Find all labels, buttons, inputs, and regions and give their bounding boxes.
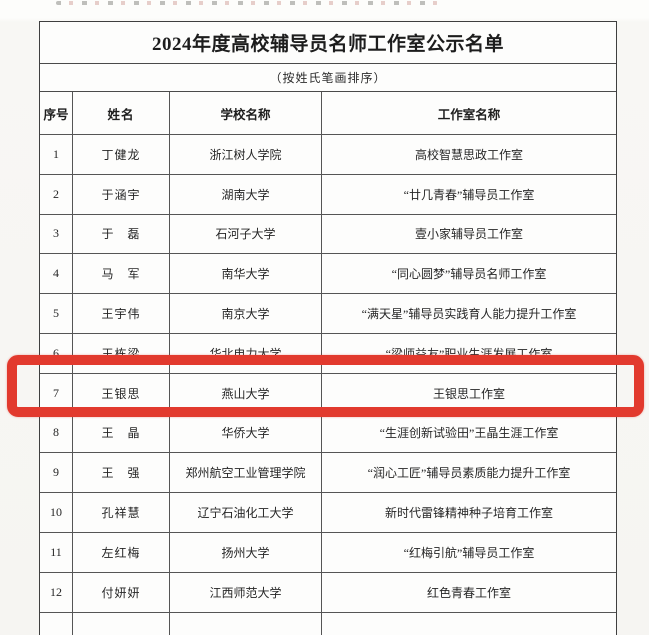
cell-school: 扬州大学 xyxy=(170,532,322,572)
cell-school: 辽宁石油化工大学 xyxy=(170,493,322,532)
table-row: 13 付秋静 云南大学 思向云端——云南大学辅导员网络思政工作室 xyxy=(40,612,616,635)
cell-studio: 壹小家辅导员工作室 xyxy=(414,227,523,242)
cell-studio: “润心工匠”辅导员素质能力提升工作室 xyxy=(367,466,571,481)
cell-name: 于涵宇 xyxy=(73,174,170,214)
cell-name: 孔祥慧 xyxy=(73,493,170,532)
table-row: 12 付妍妍 江西师范大学 红色青春工作室 xyxy=(40,572,616,613)
cell-school: 石河子大学 xyxy=(170,214,322,254)
table-row: 5 王宇伟 南京大学 “满天星”辅导员实践育人能力提升工作室 xyxy=(40,294,616,334)
cell-no: 12 xyxy=(40,572,73,612)
cell-no: 6 xyxy=(40,333,73,373)
table-row: 9 王 强 郑州航空工业管理学院 “润心工匠”辅导员素质能力提升工作室 xyxy=(40,453,616,494)
cell-no: 5 xyxy=(40,294,73,333)
cell-name: 王 强 xyxy=(73,453,170,493)
cell-no: 11 xyxy=(40,532,73,572)
page-subtitle: （按姓氏笔画排序） xyxy=(40,64,616,92)
table-row: 11 左红梅 扬州大学 “红梅引航”辅导员工作室 xyxy=(40,532,616,573)
table-row: 3 于 磊 石河子大学 壹小家辅导员工作室 xyxy=(40,214,616,255)
announcement-table: 2024年度高校辅导员名师工作室公示名单 （按姓氏笔画排序） 序号 姓名 学校名… xyxy=(39,21,617,635)
cell-name: 付秋静 xyxy=(73,612,170,635)
cell-studio: “同心圆梦”辅导员名师工作室 xyxy=(391,267,547,282)
cell-studio: 高校智慧思政工作室 xyxy=(414,147,523,162)
table-row: 2 于涵宇 湖南大学 “廿几青春”辅导员工作室 xyxy=(40,174,616,215)
cell-school: 云南大学 xyxy=(170,612,322,635)
cell-studio: “红梅引航”辅导员工作室 xyxy=(403,545,535,560)
cell-no: 7 xyxy=(40,373,73,413)
cell-name: 王银思 xyxy=(73,373,170,413)
cell-school: 华北电力大学 xyxy=(170,333,322,373)
cell-no: 3 xyxy=(40,214,73,254)
cell-studio: “梁师益友”职业生涯发展工作室 xyxy=(385,346,553,361)
cell-name: 王宇伟 xyxy=(73,294,170,333)
cell-studio: “廿几青春”辅导员工作室 xyxy=(403,187,535,202)
cell-studio: 新时代雷锋精神种子培育工作室 xyxy=(384,506,553,521)
table-row-highlighted: 7 王银思 燕山大学 王银思工作室 xyxy=(40,373,616,414)
cell-studio: “生涯创新试验田”王晶生涯工作室 xyxy=(379,426,559,441)
header-name: 姓名 xyxy=(73,92,170,134)
header-no: 序号 xyxy=(40,92,73,134)
table-row: 1 丁健龙 浙江树人学院 高校智慧思政工作室 xyxy=(40,135,616,175)
cell-school: 燕山大学 xyxy=(170,373,322,413)
cell-no: 4 xyxy=(40,254,73,294)
table-row: 4 马 军 南华大学 “同心圆梦”辅导员名师工作室 xyxy=(40,254,616,295)
cell-school: 华侨大学 xyxy=(170,413,322,453)
cropped-top-text-remnant xyxy=(56,1,438,5)
cell-name: 丁健龙 xyxy=(73,135,170,174)
cell-no: 8 xyxy=(40,413,73,453)
cell-school: 南京大学 xyxy=(170,294,322,333)
cell-no: 1 xyxy=(40,135,73,174)
header-studio: 工作室名称 xyxy=(437,107,501,122)
cell-name: 于 磊 xyxy=(73,214,170,254)
cell-name: 王栋梁 xyxy=(73,333,170,373)
cell-school: 郑州航空工业管理学院 xyxy=(170,453,322,493)
cell-school: 南华大学 xyxy=(170,254,322,294)
cell-studio: “满天星”辅导员实践育人能力提升工作室 xyxy=(361,307,577,322)
table-row: 6 王栋梁 华北电力大学 “梁师益友”职业生涯发展工作室 xyxy=(40,333,616,374)
cell-name: 左红梅 xyxy=(73,532,170,572)
page-title: 2024年度高校辅导员名师工作室公示名单 xyxy=(40,22,616,64)
table-row: 8 王 晶 华侨大学 “生涯创新试验田”王晶生涯工作室 xyxy=(40,413,616,454)
table-row: 10 孔祥慧 辽宁石油化工大学 新时代雷锋精神种子培育工作室 xyxy=(40,493,616,533)
cell-name: 王 晶 xyxy=(73,413,170,453)
cell-no: 2 xyxy=(40,174,73,214)
cell-no: 9 xyxy=(40,453,73,493)
cell-school: 湖南大学 xyxy=(170,174,322,214)
cell-name: 付妍妍 xyxy=(73,572,170,612)
cell-no: 13 xyxy=(40,612,73,635)
cell-school: 江西师范大学 xyxy=(170,572,322,612)
header-school: 学校名称 xyxy=(170,92,322,134)
cell-school: 浙江树人学院 xyxy=(170,135,322,174)
cell-studio: 王银思工作室 xyxy=(432,386,505,401)
cell-studio: 思向云端——云南大学辅导员网络思政工作室 xyxy=(322,613,616,635)
cell-name: 马 军 xyxy=(73,254,170,294)
cell-no: 10 xyxy=(40,493,73,532)
cell-studio: 红色青春工作室 xyxy=(426,585,511,600)
table-header-row: 序号 姓名 学校名称 工作室名称 xyxy=(40,92,616,135)
